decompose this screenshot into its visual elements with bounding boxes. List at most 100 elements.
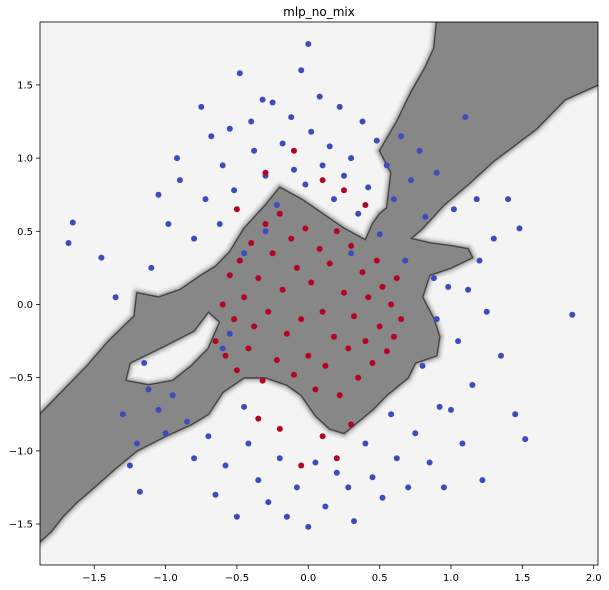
- point-class-0: [412, 430, 419, 437]
- point-class-0: [348, 250, 355, 257]
- point-class-0: [226, 330, 233, 337]
- x-tick-label: 1.0: [443, 573, 459, 584]
- point-class-0: [305, 41, 312, 47]
- point-class-0: [69, 219, 76, 226]
- point-class-0: [422, 213, 429, 220]
- point-class-1: [245, 345, 252, 352]
- point-class-0: [148, 264, 155, 271]
- y-tick-label: −0.5: [9, 373, 33, 384]
- point-class-0: [184, 418, 190, 425]
- point-class-0: [155, 191, 162, 198]
- point-class-1: [322, 362, 329, 369]
- point-class-1: [231, 316, 238, 323]
- point-class-0: [379, 494, 386, 501]
- point-class-1: [336, 392, 343, 399]
- y-tick-label: 1.0: [17, 154, 33, 165]
- point-class-0: [430, 275, 437, 282]
- point-class-1: [331, 333, 337, 340]
- point-class-0: [326, 143, 333, 150]
- point-class-0: [373, 137, 380, 144]
- point-class-0: [245, 440, 252, 447]
- point-class-0: [165, 221, 172, 227]
- point-class-0: [336, 103, 343, 110]
- point-class-0: [241, 250, 248, 257]
- point-class-0: [265, 499, 272, 506]
- point-class-1: [298, 316, 305, 323]
- point-class-0: [276, 455, 283, 462]
- point-class-1: [308, 279, 315, 286]
- y-tick-label: 0.0: [17, 300, 33, 311]
- point-class-0: [136, 488, 143, 495]
- point-class-1: [219, 301, 226, 308]
- point-class-1: [333, 228, 340, 235]
- point-class-1: [383, 348, 390, 355]
- point-class-0: [359, 118, 366, 125]
- point-class-0: [174, 155, 180, 162]
- point-class-0: [262, 228, 269, 235]
- point-class-0: [462, 114, 469, 121]
- scatter-points: [65, 41, 576, 530]
- point-class-0: [202, 196, 209, 203]
- point-class-1: [262, 221, 269, 227]
- point-class-0: [465, 286, 472, 293]
- point-class-0: [473, 196, 480, 203]
- chart-title: mlp_no_mix: [283, 5, 355, 19]
- point-class-0: [155, 406, 162, 413]
- point-class-0: [433, 316, 440, 323]
- point-class-0: [383, 162, 390, 169]
- point-class-0: [440, 484, 447, 491]
- plot-frame: [39, 21, 599, 566]
- x-tick-label: 2.0: [586, 573, 602, 584]
- point-class-0: [205, 433, 212, 440]
- point-class-0: [469, 382, 476, 388]
- point-class-1: [362, 202, 369, 208]
- point-class-1: [319, 177, 326, 184]
- point-class-0: [436, 403, 443, 410]
- point-class-0: [569, 311, 576, 318]
- point-class-1: [279, 286, 286, 293]
- point-class-0: [450, 206, 457, 213]
- point-class-0: [126, 462, 133, 469]
- point-class-1: [369, 360, 376, 366]
- point-class-1: [373, 257, 380, 264]
- point-class-0: [369, 474, 376, 481]
- point-class-0: [236, 70, 243, 77]
- point-class-0: [362, 440, 369, 447]
- point-class-0: [333, 469, 340, 476]
- point-class-1: [348, 242, 355, 249]
- point-class-0: [445, 283, 452, 290]
- point-class-0: [426, 459, 433, 466]
- point-class-1: [333, 455, 340, 462]
- point-class-1: [288, 235, 295, 242]
- point-class-0: [251, 147, 258, 154]
- point-class-0: [293, 484, 300, 491]
- point-class-0: [479, 477, 486, 484]
- point-class-0: [419, 362, 426, 369]
- point-class-1: [319, 433, 326, 440]
- point-class-0: [216, 221, 223, 227]
- point-class-1: [302, 225, 309, 232]
- y-tick-label: 1.5: [17, 80, 33, 91]
- x-tick-label: −1.0: [153, 573, 177, 584]
- point-class-1: [248, 240, 255, 246]
- point-class-0: [219, 345, 226, 352]
- point-class-0: [408, 177, 414, 184]
- point-class-0: [516, 225, 523, 232]
- point-class-1: [345, 345, 352, 352]
- point-class-0: [191, 235, 198, 242]
- y-tick-label: −1.5: [9, 520, 33, 531]
- point-class-0: [162, 430, 169, 437]
- y-tick-label: 0.5: [17, 227, 33, 238]
- point-class-0: [259, 96, 266, 103]
- point-class-1: [316, 245, 323, 252]
- point-class-1: [241, 294, 248, 301]
- point-class-0: [226, 125, 233, 132]
- point-class-0: [141, 360, 148, 366]
- point-class-0: [233, 513, 240, 520]
- point-class-0: [302, 181, 309, 188]
- point-class-1: [365, 294, 372, 301]
- x-tick-label: −0.5: [225, 573, 249, 584]
- point-class-0: [291, 166, 297, 173]
- point-class-0: [433, 169, 440, 176]
